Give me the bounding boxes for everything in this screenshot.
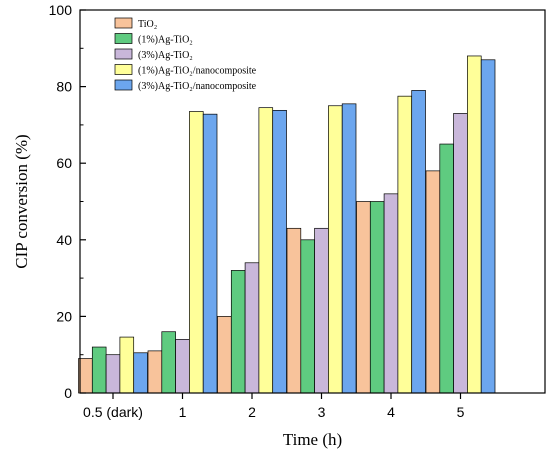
bar — [273, 110, 287, 393]
bar — [440, 144, 454, 393]
bar — [370, 202, 384, 394]
bar — [287, 228, 301, 393]
legend-label: (1%)Ag-TiO₂/nanocomposite — [138, 66, 257, 77]
bars-layer — [79, 56, 496, 393]
legend-label: TiO₂ — [138, 19, 157, 30]
bar — [218, 316, 232, 393]
bar — [245, 263, 259, 393]
bar — [398, 96, 412, 393]
y-tick-label: 100 — [49, 2, 73, 18]
bar — [467, 56, 481, 393]
bar — [315, 228, 329, 393]
x-tick-label: 0.5 (dark) — [83, 404, 143, 420]
bar — [384, 194, 398, 393]
legend-swatch — [115, 65, 132, 75]
bar — [162, 332, 176, 393]
bar — [412, 90, 426, 393]
bar — [120, 337, 134, 393]
bar — [454, 113, 468, 393]
x-axis-title: Time (h) — [283, 430, 342, 449]
bar — [189, 111, 203, 393]
bar — [176, 339, 190, 393]
bar — [148, 351, 162, 393]
legend-swatch — [115, 49, 132, 59]
bar — [134, 353, 148, 393]
bar — [92, 347, 106, 393]
y-axis-title: CIP conversion (%) — [12, 134, 31, 268]
legend-swatch — [115, 80, 132, 90]
legend: TiO₂ (1%)Ag-TiO₂ (3%)Ag-TiO₂ (1%)Ag-TiO₂/na… — [115, 18, 257, 92]
y-tick-label: 20 — [56, 308, 72, 324]
bar — [203, 114, 217, 393]
x-tick-label: 2 — [248, 404, 256, 420]
bar — [301, 240, 315, 393]
y-tick-label: 80 — [56, 79, 72, 95]
bar — [259, 108, 273, 393]
legend-label: (3%)Ag-TiO₂ — [138, 50, 193, 61]
legend-label: (3%)Ag-TiO₂/nanocomposite — [138, 81, 257, 92]
legend-swatch — [115, 18, 132, 28]
bar — [357, 202, 371, 394]
bar — [481, 60, 495, 393]
x-tick-label: 5 — [457, 404, 465, 420]
bar — [426, 171, 440, 393]
y-tick-label: 60 — [56, 155, 72, 171]
bar — [231, 270, 245, 393]
x-tick-label: 4 — [387, 404, 395, 420]
legend-label: (1%)Ag-TiO₂ — [138, 35, 193, 46]
bar — [328, 106, 342, 393]
x-tick-label: 1 — [179, 404, 187, 420]
y-tick-label: 40 — [56, 232, 72, 248]
bar — [106, 355, 120, 393]
y-tick-label: 0 — [64, 385, 72, 401]
bar — [342, 104, 356, 393]
legend-swatch — [115, 34, 132, 44]
x-tick-label: 3 — [318, 404, 326, 420]
